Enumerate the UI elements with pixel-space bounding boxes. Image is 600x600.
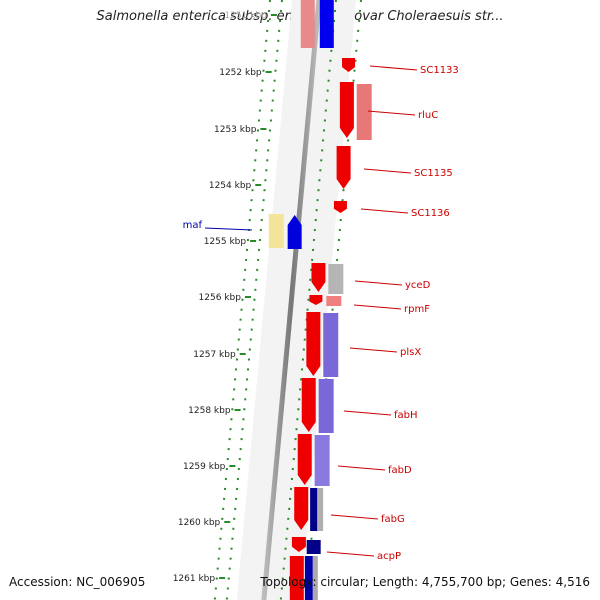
tick-label: 1251 kbp [224,11,267,21]
gene-fabg-homolog-a [310,488,319,531]
leader-line [353,304,402,310]
gene-fabg-homolog-b [317,488,324,531]
leader-line [326,551,375,557]
tick-label: 1252 kbp [219,68,262,78]
gene-rpmf [309,295,323,305]
genome-backbone [261,0,322,600]
tick-label: 1256 kbp [199,293,242,303]
backbone-layer [261,0,322,600]
gene-label-yced: yceD [405,280,431,291]
lane-layer [236,0,356,600]
tick-label: 1253 kbp [214,125,257,135]
leader-line [204,227,253,231]
lane-shading [236,0,356,600]
gene-label-fabh: fabH [394,410,418,421]
gene-sc1136 [333,201,347,213]
gene-partial-bottom-c [312,556,318,600]
tick-label: 1260 kbp [178,518,221,528]
gene-label-rpmf: rpmF [404,304,430,315]
gene-sc1135 [336,146,351,189]
leader-line [354,280,403,286]
gene-fabd [297,434,312,485]
gene-sc1133 [342,58,356,72]
gene-yced [311,263,326,292]
leader-line [337,465,386,471]
accession-text: Accession: NC_006905 [9,575,146,589]
gene-rluc [339,82,354,138]
leader-line [330,514,379,520]
summary-text: Topology: circular; Length: 4,755,700 bp… [260,575,590,589]
tick-label: 1258 kbp [188,406,231,416]
gene-partial-bottom [289,556,304,600]
gene-label-plsx: plsX [400,347,421,358]
gene-yced-homolog [328,264,344,294]
gene-layer [268,0,372,600]
gene-partial-bottom-b [304,556,313,600]
label-layer: SC1133 rluC SC1135 SC1136 maf yceD rpmF plsX fab… [183,65,459,562]
leader-line [343,410,392,416]
dotted-guide-2 [225,0,283,600]
gene-rpmf-homolog [326,296,342,306]
gene-fabh-homolog [318,379,334,433]
gene-fabd-homolog [314,435,330,486]
leader-line [363,168,412,174]
gene-label-sc1136: SC1136 [411,208,450,219]
gene-label-acpp: acpP [377,551,401,562]
gene-partial-pink [300,0,315,48]
gene-label-sc1135: SC1135 [414,168,453,179]
tick-label: 1257 kbp [193,350,236,360]
tick-layer: 1251 kbp 1252 kbp 1253 kbp 1254 kbp 1255 kbp… [173,11,277,584]
gene-rluc-homolog [356,84,372,140]
gene-label-sc1133: SC1133 [420,65,459,76]
gene-partial-blue [319,0,334,48]
tick-label: 1259 kbp [183,462,226,472]
gene-fabh [301,378,316,432]
gene-acpp [291,537,306,552]
gene-label-rluc: rluC [418,110,438,121]
gene-label-fabd: fabD [388,465,412,476]
gene-plsx-homolog [323,313,339,377]
dotted-guide-3 [279,0,337,600]
dotted-guide-1 [213,0,271,600]
leader-line [367,110,416,116]
tick-label: 1254 kbp [209,181,252,191]
tick-label: 1261 kbp [173,574,216,584]
gene-plsx [306,312,321,376]
tick-label: 1255 kbp [204,237,247,247]
gene-maf [287,215,302,249]
gene-label-maf: maf [183,220,203,231]
leader-line [369,65,418,71]
gene-maf-homolog [268,214,284,248]
gene-label-fabg: fabG [381,514,405,525]
gene-acpp-homolog [306,540,321,554]
leader-line [349,347,398,353]
gene-fabg [294,487,309,530]
leader-line [360,208,409,214]
